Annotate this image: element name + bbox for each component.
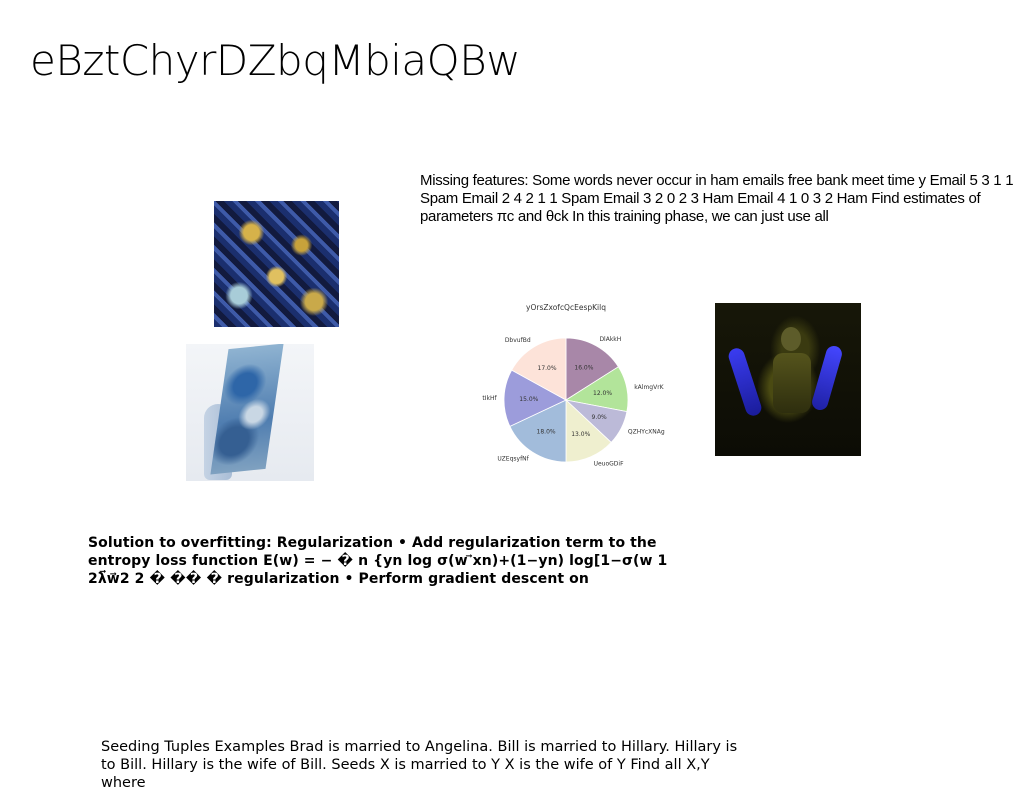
pie-slice-tIkHf: [503, 369, 567, 427]
pie-pct-label-DlAkkH: 16.0%: [574, 364, 593, 371]
pie-category-label-QZHYcXNAg: QZHYcXNAg: [628, 429, 665, 436]
page-title: eBztChyrDZbqMbiaQBw: [30, 36, 521, 85]
pie-pct-label-UeuoGDiF: 13.0%: [571, 431, 590, 438]
pie-chart-svg: yOrsZxofcQcEespKilq 16.0% DlAkkH 12.0% kAlmg…: [482, 303, 665, 468]
pie-category-label-kAlmgVrK: kAlmgVrK: [634, 384, 664, 391]
performer-right-arm: [810, 344, 844, 412]
pie-category-label-DbvufBd: DbvufBd: [505, 337, 531, 344]
pie-slice-DbvufBd: [511, 337, 567, 401]
performer-left-arm: [726, 346, 764, 418]
pie-slice-UZEqsyfNf: [509, 399, 567, 463]
pie-category-label-UZEqsyfNf: UZEqsyfNf: [497, 456, 529, 463]
performer-head: [781, 327, 801, 351]
pie-pct-label-tIkHf: 15.0%: [519, 396, 538, 403]
map-shape: [210, 344, 284, 475]
pie-category-label-UeuoGDiF: UeuoGDiF: [594, 461, 624, 468]
text-overfitting-regularization: Solution to overfitting: Regularization …: [88, 535, 668, 587]
dark-performer-photo: [715, 303, 861, 456]
pie-pct-label-UZEqsyfNf: 18.0%: [537, 428, 556, 435]
pie-pct-label-QZHYcXNAg: 9.0%: [592, 414, 608, 421]
text-missing-features: Missing features: Some words never occur…: [420, 172, 1014, 225]
pie-chart: yOrsZxofcQcEespKilq 16.0% DlAkkH 12.0% kAlmg…: [470, 298, 670, 490]
performer-torso: [773, 353, 811, 413]
temple-photo: [214, 201, 339, 327]
pie-pct-label-DbvufBd: 17.0%: [538, 365, 557, 372]
text-seeding-tuples: Seeding Tuples Examples Brad is married …: [101, 739, 738, 791]
pie-category-label-DlAkkH: DlAkkH: [599, 336, 621, 343]
pie-pct-label-kAlmgVrK: 12.0%: [593, 390, 612, 397]
chart-title: yOrsZxofcQcEespKilq: [526, 303, 606, 312]
pie-slice-DlAkkH: [565, 337, 619, 401]
pie-category-label-tIkHf: tIkHf: [482, 395, 497, 402]
hand-holding-map-photo: [186, 344, 314, 481]
